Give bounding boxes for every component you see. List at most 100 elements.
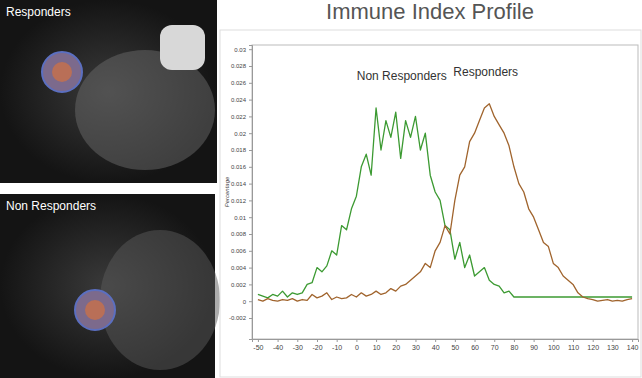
y-tick: 0.02 bbox=[234, 131, 252, 137]
y-tick-mark bbox=[249, 167, 252, 168]
x-tick: 0 bbox=[355, 339, 359, 351]
scan-bone bbox=[160, 25, 205, 70]
y-axis-title: Percentage bbox=[224, 176, 230, 207]
y-tick-label: 0.02 bbox=[234, 131, 246, 137]
lesion-core bbox=[85, 300, 105, 320]
x-tick-label: 120 bbox=[587, 344, 599, 351]
y-tick-mark bbox=[249, 217, 252, 218]
x-tick-mark bbox=[593, 339, 594, 342]
x-tick-mark bbox=[396, 339, 397, 342]
x-tick-mark bbox=[317, 339, 318, 342]
x-tick: 10 bbox=[373, 339, 381, 351]
y-tick-mark bbox=[249, 66, 252, 67]
figure: RespondersNon RespondersImmune Index Pro… bbox=[0, 0, 642, 378]
lesion bbox=[75, 290, 115, 330]
y-tick-mark bbox=[249, 318, 252, 319]
x-tick-label: 80 bbox=[511, 344, 519, 351]
y-tick: 0.008 bbox=[231, 231, 252, 237]
x-tick-mark bbox=[494, 339, 495, 342]
image-panel: Responders bbox=[0, 0, 217, 183]
x-tick-label: -10 bbox=[332, 344, 342, 351]
y-tick: 0.016 bbox=[231, 164, 252, 170]
y-tick-label: 0.014 bbox=[231, 181, 247, 187]
y-tick-label: 0.01 bbox=[234, 215, 246, 221]
y-tick-label: 0 bbox=[243, 299, 247, 305]
x-tick: 60 bbox=[471, 339, 479, 351]
x-tick-mark bbox=[514, 339, 515, 342]
y-tick-mark bbox=[249, 133, 252, 134]
series-line bbox=[258, 104, 632, 301]
y-tick-mark bbox=[249, 284, 252, 285]
y-tick-label: 0.016 bbox=[231, 164, 247, 170]
y-axis-line bbox=[249, 46, 253, 340]
x-tick-mark bbox=[356, 339, 357, 342]
y-tick-mark bbox=[249, 251, 252, 252]
y-tick: 0.006 bbox=[231, 248, 252, 254]
x-axis: -50-40-30-20-100102030405060708090100110… bbox=[253, 339, 639, 351]
panel-label: Non Responders bbox=[6, 199, 96, 213]
x-tick-label: 90 bbox=[530, 344, 538, 351]
x-tick-mark bbox=[278, 339, 279, 342]
lesion bbox=[42, 52, 82, 92]
y-tick-label: -0.002 bbox=[229, 315, 247, 321]
y-tick-label: 0.026 bbox=[231, 80, 247, 86]
x-tick-mark bbox=[337, 339, 338, 342]
image-panel: Non Responders bbox=[0, 194, 220, 378]
x-tick: 80 bbox=[511, 339, 519, 351]
y-tick: 0.012 bbox=[231, 198, 252, 204]
y-tick: 0.004 bbox=[231, 265, 252, 271]
x-tick-label: 100 bbox=[548, 344, 560, 351]
y-tick-label: 0.006 bbox=[231, 248, 247, 254]
x-tick-label: 0 bbox=[355, 344, 359, 351]
y-tick-mark bbox=[249, 234, 252, 235]
series-label: Responders bbox=[453, 65, 518, 79]
y-tick-mark bbox=[249, 200, 252, 201]
x-tick-mark bbox=[258, 339, 259, 342]
x-tick: 120 bbox=[587, 339, 599, 351]
y-tick: 0.018 bbox=[231, 147, 252, 153]
x-tick: 30 bbox=[412, 339, 420, 351]
y-tick-label: 0.008 bbox=[231, 231, 247, 237]
x-tick-label: 10 bbox=[373, 344, 381, 351]
x-tick-label: -40 bbox=[273, 344, 283, 351]
x-tick-label: 40 bbox=[432, 344, 440, 351]
x-tick-mark bbox=[573, 339, 574, 342]
plot-marks bbox=[258, 104, 632, 301]
lesion-core bbox=[52, 62, 72, 82]
x-tick-mark bbox=[632, 339, 633, 342]
x-tick: 110 bbox=[568, 339, 579, 351]
x-tick-mark bbox=[612, 339, 613, 342]
y-tick-label: 0.004 bbox=[231, 265, 247, 271]
y-tick-label: 0.022 bbox=[231, 114, 247, 120]
x-tick: -50 bbox=[253, 339, 263, 351]
x-tick: 20 bbox=[392, 339, 400, 351]
panel-label: Responders bbox=[6, 5, 71, 19]
x-tick-label: -50 bbox=[253, 344, 263, 351]
y-tick: 0.002 bbox=[231, 282, 252, 288]
x-tick: -10 bbox=[332, 339, 342, 351]
x-tick-mark bbox=[415, 339, 416, 342]
x-tick-mark bbox=[553, 339, 554, 342]
x-tick-mark bbox=[297, 339, 298, 342]
y-tick: 0.024 bbox=[231, 97, 252, 103]
y-tick-mark bbox=[249, 100, 252, 101]
plot-frame bbox=[252, 45, 638, 339]
y-tick-label: 0.002 bbox=[231, 282, 247, 288]
x-tick-mark bbox=[475, 339, 476, 342]
y-tick-mark bbox=[249, 268, 252, 269]
y-tick: 0.026 bbox=[231, 80, 252, 86]
y-tick-label: 0.03 bbox=[234, 47, 246, 53]
chart-panel bbox=[220, 30, 641, 377]
series-labels: Non RespondersResponders bbox=[357, 65, 518, 83]
y-tick-mark bbox=[249, 83, 252, 84]
x-tick: 100 bbox=[548, 339, 560, 351]
y-tick: 0 bbox=[243, 299, 252, 305]
x-tick-label: -20 bbox=[312, 344, 322, 351]
x-tick: 90 bbox=[530, 339, 538, 351]
x-tick-label: 60 bbox=[471, 344, 479, 351]
y-tick-mark bbox=[249, 116, 252, 117]
y-tick-mark bbox=[249, 150, 252, 151]
series-line bbox=[258, 108, 632, 298]
x-tick-label: 50 bbox=[451, 344, 459, 351]
y-tick: 0.03 bbox=[234, 47, 252, 53]
